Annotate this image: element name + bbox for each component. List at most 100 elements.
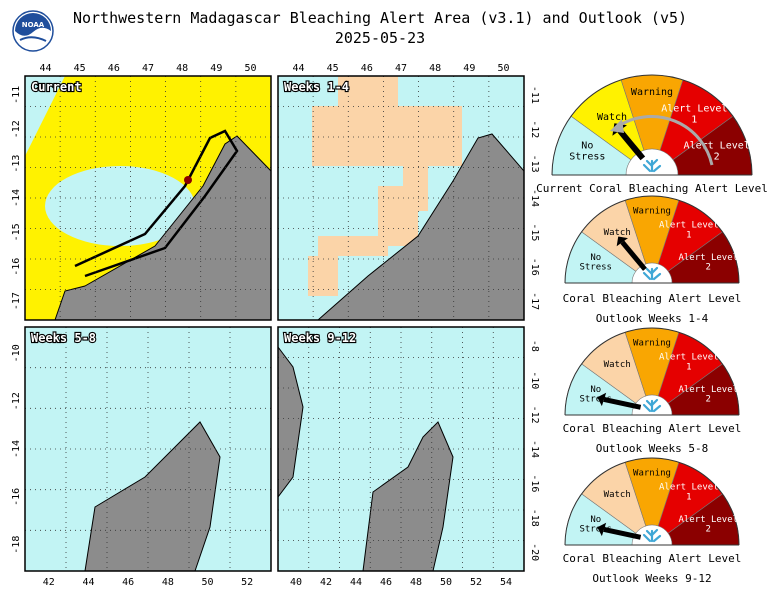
gauge-label-alert2: Alert Level 2 — [678, 253, 738, 273]
gauge-caption: Coral Bleaching Alert Level — [563, 422, 742, 435]
alert-area-outline — [74, 129, 239, 278]
lon-tick-label: 50 — [440, 577, 452, 588]
lat-tick-label: -17 — [529, 292, 540, 310]
gauge-label-line: 2 — [706, 525, 711, 535]
coral-branch — [642, 163, 652, 173]
lon-tick-label: 44 — [350, 577, 362, 588]
gauge-label-alert1: Alert Level 1 — [659, 220, 719, 240]
gauge-subcaption: Outlook Weeks 1-4 — [596, 312, 709, 325]
gauge-label-no_stress: No Stress — [579, 253, 612, 273]
gauge-label-watch: Watch — [604, 228, 631, 238]
gauge-label-watch: Watch — [604, 490, 631, 500]
lat-tick-label: -10 — [529, 371, 540, 389]
madagascar-land — [54, 135, 272, 321]
gauge-label-line: 1 — [691, 114, 697, 125]
lon-tick-label: 40 — [290, 577, 302, 588]
gauge-label-no_stress: No Stress — [579, 515, 612, 535]
panel-label: Weeks 1-4 — [284, 80, 349, 94]
lat-tick-label: -15 — [529, 223, 540, 241]
gauge-needle-head — [597, 522, 607, 537]
map-frame — [277, 75, 525, 321]
gauge-needle-head — [616, 236, 629, 247]
lat-tick-label: -12 — [529, 406, 540, 424]
lon-tick-label: 48 — [176, 63, 188, 74]
gauge-label-line: Stress — [579, 525, 612, 535]
page-date: 2025-05-23 — [334, 29, 426, 47]
panel-label: Weeks 5-8 — [31, 331, 96, 345]
gauge-label-line: Watch — [597, 112, 627, 123]
gauge-outline — [564, 327, 740, 416]
lat-tick-label: -16 — [11, 258, 22, 276]
gauge-needle — [620, 240, 647, 271]
coral-branch — [650, 398, 659, 407]
gauge-label-line: Alert Level — [684, 140, 750, 151]
coral-branch — [642, 533, 652, 543]
lat-tick-label: -16 — [529, 258, 540, 276]
lon-tick-label: 42 — [320, 577, 332, 588]
lat-tick-label: -13 — [11, 155, 22, 173]
gauge-label-warning: Warning — [633, 338, 671, 348]
lon-tick-label: 47 — [395, 63, 407, 74]
coral-branch — [652, 164, 662, 173]
gauge-outline — [564, 195, 740, 284]
gauge-label-line: Watch — [604, 360, 631, 370]
trend-arrow-head — [610, 119, 624, 133]
gauge-label-watch: Watch — [597, 112, 627, 123]
coral-icon — [642, 158, 662, 173]
lat-tick-label: -12 — [529, 120, 540, 138]
coral-branch — [650, 528, 659, 537]
lon-tick-label: 42 — [43, 577, 55, 588]
gauge-outline — [551, 74, 753, 176]
gauge-label-line: Stress — [579, 263, 612, 273]
gauge-label-alert1: Alert Level 1 — [659, 352, 719, 372]
lon-tick-label: 50 — [201, 577, 213, 588]
lon-tick-label: 44 — [39, 63, 51, 74]
gauge-label-line: 1 — [686, 230, 691, 240]
gauge-label-line: Alert Level — [678, 385, 738, 395]
noaa-logo: NOAA — [12, 10, 54, 52]
gauge-label-warning: Warning — [633, 468, 671, 478]
gauge-needle — [603, 396, 642, 410]
page-title: Northwestern Madagascar Bleaching Alert … — [72, 9, 688, 27]
lat-tick-label: -12 — [11, 392, 22, 410]
lat-tick-label: -12 — [11, 120, 22, 138]
gauge-label-line: Warning — [633, 468, 671, 478]
gauge-caption: Coral Bleaching Alert Level — [563, 552, 742, 565]
gauge-caption: Current Coral Bleaching Alert Level — [536, 182, 768, 195]
coral-branch — [650, 158, 659, 167]
gauge-label-line: Warning — [631, 87, 673, 98]
map-panel-weeks-1-4: 44 45 46 47 48 49 50 -11 -12 -13 -14 -15 -16 -17 Weeks… — [277, 63, 540, 321]
lon-tick-label: 49 — [463, 63, 475, 74]
gauge-needle — [603, 526, 642, 540]
map-frame — [24, 326, 272, 572]
lon-tick-label: 44 — [292, 63, 304, 74]
gauge-label-alert2: Alert Level 2 — [678, 385, 738, 405]
lat-tick-label: -16 — [11, 488, 22, 506]
lon-tick-label: 45 — [74, 63, 86, 74]
gauge-label-line: 2 — [706, 263, 711, 273]
gauge-label-alert2: Alert Level 2 — [678, 515, 738, 535]
gauge-label-line: Warning — [633, 206, 671, 216]
gauge-label-line: 2 — [714, 151, 720, 162]
trend-arrow — [616, 115, 714, 166]
svg-text:NOAA: NOAA — [22, 21, 45, 29]
gauge-label-watch: Watch — [604, 360, 631, 370]
lon-tick-label: 44 — [82, 577, 94, 588]
lon-tick-label: 49 — [210, 63, 222, 74]
gauge-label-alert1: Alert Level 1 — [659, 482, 719, 502]
gauge-label-line: Alert Level — [661, 103, 727, 114]
gauge-3: No Stress Watch Warning Alert Level 1 Alert Le… — [563, 457, 742, 585]
gauge-label-alert1: Alert Level 1 — [661, 103, 727, 125]
gauge-1: No Stress Watch Warning Alert Level 1 Alert Le… — [563, 195, 741, 325]
madagascar-land — [84, 421, 221, 572]
alert-hotspot — [184, 176, 192, 184]
map-panel-weeks-5-8: 42 44 46 48 50 52 -10 -12 -14 -16 -18 Weeks 5-8 — [11, 326, 272, 588]
coral-icon — [642, 266, 662, 281]
lon-tick-label: 46 — [361, 63, 373, 74]
gauge-label-line: Watch — [604, 490, 631, 500]
panel-label: Weeks 9-12 — [284, 331, 356, 345]
gauge-needle-head — [597, 392, 607, 407]
gauge-label-line: No — [590, 253, 601, 263]
